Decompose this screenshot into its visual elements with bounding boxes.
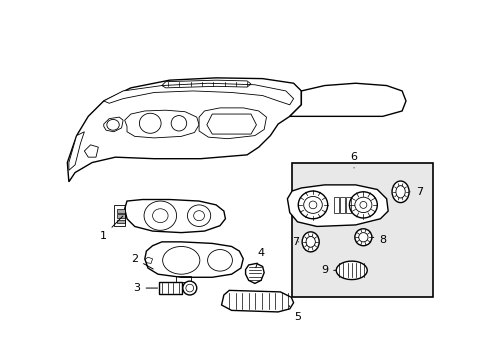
Polygon shape <box>199 108 266 139</box>
Polygon shape <box>159 282 182 294</box>
Text: 6: 6 <box>350 152 357 168</box>
Polygon shape <box>289 83 405 116</box>
Polygon shape <box>245 264 264 283</box>
Text: 2: 2 <box>131 254 153 269</box>
Polygon shape <box>221 291 293 312</box>
Polygon shape <box>103 83 293 105</box>
Polygon shape <box>117 209 124 213</box>
Polygon shape <box>67 78 301 182</box>
Text: 7: 7 <box>291 237 299 247</box>
Text: 5: 5 <box>288 306 301 321</box>
Ellipse shape <box>354 229 371 246</box>
Text: 8: 8 <box>372 235 386 244</box>
Polygon shape <box>84 145 98 157</box>
Polygon shape <box>69 132 84 170</box>
Text: 3: 3 <box>133 283 157 293</box>
Polygon shape <box>206 114 256 134</box>
Text: 1: 1 <box>100 216 122 241</box>
Ellipse shape <box>302 232 319 252</box>
Polygon shape <box>124 110 199 138</box>
Polygon shape <box>336 261 366 280</box>
Polygon shape <box>287 185 387 226</box>
Ellipse shape <box>391 181 408 203</box>
Text: 9: 9 <box>321 265 336 275</box>
Bar <box>291 163 432 297</box>
Polygon shape <box>117 220 124 223</box>
Ellipse shape <box>183 281 196 295</box>
Text: 4: 4 <box>255 248 264 268</box>
Polygon shape <box>124 199 225 233</box>
Polygon shape <box>144 242 243 277</box>
Text: 7: 7 <box>409 187 422 197</box>
Polygon shape <box>117 214 124 218</box>
Polygon shape <box>103 117 123 132</box>
